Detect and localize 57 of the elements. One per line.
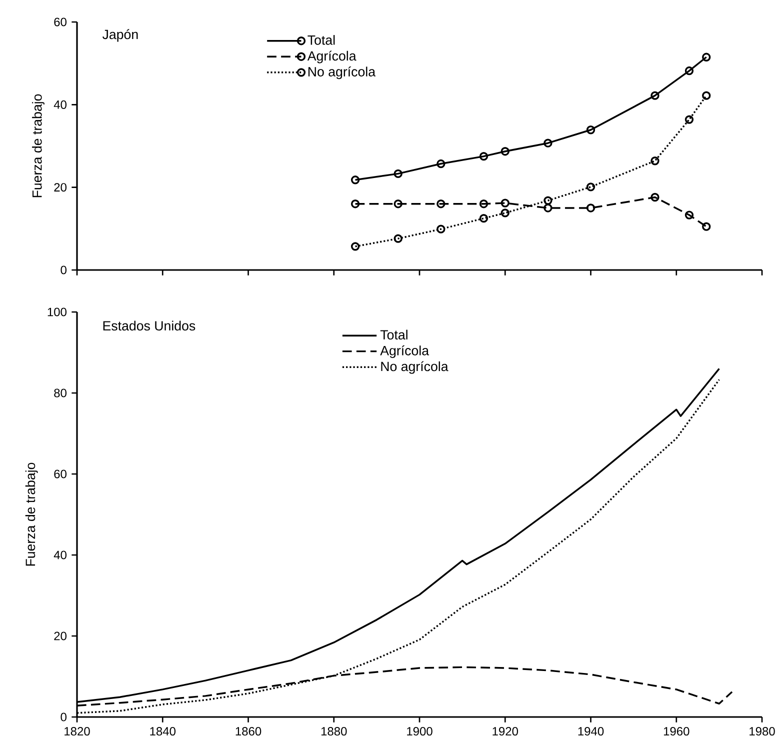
y-tick-label: 40 bbox=[54, 550, 66, 560]
point bbox=[394, 234, 402, 243]
point bbox=[586, 126, 596, 134]
y-tick-label: 100 bbox=[48, 308, 66, 316]
point bbox=[586, 204, 596, 212]
point bbox=[479, 152, 488, 161]
x-tick-label: 1960 bbox=[664, 727, 690, 736]
y-tick-label: 0 bbox=[60, 712, 66, 722]
y-tick-label: 40 bbox=[54, 100, 66, 109]
y-tick-label: 20 bbox=[54, 183, 66, 192]
point bbox=[586, 182, 596, 192]
text: Estados Unidos bbox=[103, 320, 196, 331]
legend-label: No agrícola bbox=[308, 66, 376, 80]
x-tick-label: 1900 bbox=[407, 727, 432, 736]
point bbox=[684, 115, 694, 124]
point bbox=[500, 208, 510, 218]
y-tick-label: 60 bbox=[54, 470, 66, 478]
point bbox=[702, 222, 711, 231]
point bbox=[544, 196, 552, 205]
legend-label: Agrícola bbox=[380, 345, 430, 358]
point bbox=[544, 138, 552, 148]
point bbox=[650, 91, 660, 100]
text: Japón bbox=[102, 29, 138, 42]
x-tick-label: 1880 bbox=[321, 727, 347, 736]
y-axis-title: Fuerza de trabajo bbox=[32, 94, 44, 198]
legend-label: Agrícola bbox=[307, 50, 356, 64]
y-tick-label: 60 bbox=[54, 18, 66, 26]
point bbox=[479, 214, 488, 223]
point bbox=[394, 169, 402, 178]
x-tick-label: 1820 bbox=[64, 727, 90, 736]
legend-label: No agrícola bbox=[381, 361, 448, 374]
point bbox=[350, 242, 360, 251]
y-axis-title: Fuerza de trabajo bbox=[25, 462, 38, 566]
x-tick-label: 1940 bbox=[578, 727, 604, 736]
point bbox=[350, 200, 360, 208]
legend-label: Total bbox=[380, 330, 408, 340]
point bbox=[702, 91, 711, 100]
point bbox=[650, 156, 660, 166]
point bbox=[500, 147, 510, 156]
x-tick-label: 1860 bbox=[236, 727, 262, 736]
point bbox=[650, 192, 660, 202]
point bbox=[500, 198, 510, 208]
point bbox=[684, 66, 694, 76]
point bbox=[436, 224, 446, 234]
y-tick-label: 20 bbox=[54, 632, 66, 640]
legend-label: Total bbox=[308, 35, 335, 45]
x-tick-label: 1980 bbox=[750, 727, 775, 736]
point bbox=[436, 200, 446, 208]
point bbox=[394, 200, 402, 208]
x-tick-label: 1840 bbox=[150, 727, 176, 736]
x-tick-label: 1920 bbox=[492, 727, 518, 736]
y-tick-label: 80 bbox=[54, 388, 66, 398]
point bbox=[544, 204, 552, 212]
point bbox=[684, 210, 694, 220]
point bbox=[479, 200, 488, 208]
point bbox=[436, 159, 446, 168]
y-tick-label: 0 bbox=[60, 266, 66, 274]
